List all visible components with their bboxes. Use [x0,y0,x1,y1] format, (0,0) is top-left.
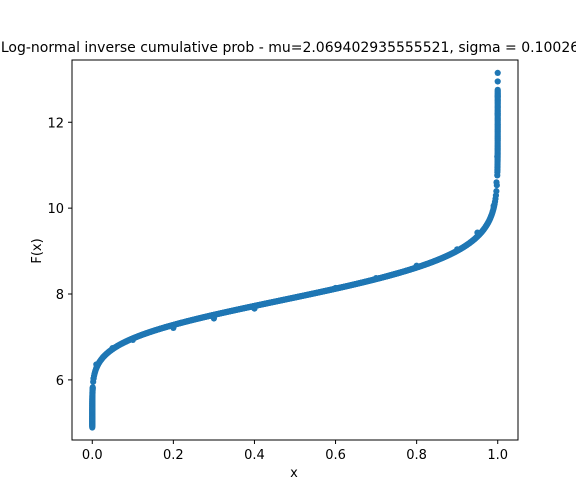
x-tick-label: 0.0 [82,448,103,463]
scatter-point [129,336,136,344]
scatter-point [210,315,218,322]
x-tick-label: 0.4 [244,448,265,463]
scatter-points [89,69,501,431]
x-tick-label: 0.2 [163,448,184,463]
scatter-point [494,69,501,76]
scatter-point [291,294,299,301]
scatter-point [493,179,500,186]
scatter-point [89,415,96,422]
scatter-point [251,305,258,312]
scatter-point [494,93,501,100]
scatter-point [494,86,501,93]
scatter-point [372,275,380,282]
x-tick-label: 0.8 [406,448,427,463]
scatter-point [474,229,481,236]
x-axis-label: x [290,466,298,481]
y-axis-label: F(x) [30,238,45,263]
scatter-point [332,284,339,292]
y-tick-label: 12 [47,116,64,131]
scatter-point [93,361,100,368]
scatter-point [454,246,461,253]
plot-area-frame [71,59,519,441]
y-tick-label: 6 [56,374,64,389]
scatter-point [89,405,96,413]
scatter-point [493,188,500,195]
chart-title: Log-normal inverse cumulative prob - mu=… [1,40,576,56]
scatter-point [494,153,501,160]
scatter-point [494,110,501,117]
scatter-point [89,424,96,431]
scatter-point [89,385,96,392]
scatter-point [494,78,501,85]
scatter-point [109,345,116,352]
y-tick-label: 10 [47,202,64,217]
y-axis-ticks: 6 8 10 12 [47,116,72,389]
scatter-point [490,202,497,210]
y-tick-label: 8 [56,288,64,303]
x-tick-label: 1.0 [487,448,508,463]
scatter-point [90,375,97,382]
scatter-point [413,262,420,269]
scatter-point [170,324,177,332]
x-axis-ticks: 0.0 0.2 0.4 0.6 0.8 1.0 [82,440,508,463]
x-tick-label: 0.6 [325,448,346,463]
